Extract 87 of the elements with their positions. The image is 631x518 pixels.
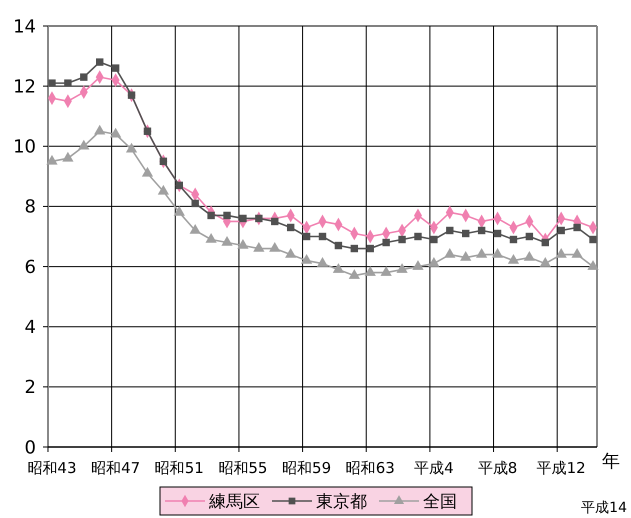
point bbox=[96, 58, 104, 66]
point bbox=[221, 236, 233, 246]
point bbox=[255, 214, 263, 222]
point bbox=[396, 263, 408, 273]
point bbox=[300, 254, 312, 264]
point bbox=[380, 266, 392, 276]
point bbox=[271, 218, 278, 226]
point bbox=[412, 260, 424, 270]
point bbox=[207, 212, 215, 220]
legend-label: 東京都 bbox=[316, 492, 367, 512]
point bbox=[48, 79, 56, 87]
point bbox=[94, 124, 106, 135]
point bbox=[460, 251, 472, 261]
text: 平成14 bbox=[581, 500, 628, 516]
x-tick-label: 昭和43 bbox=[27, 459, 77, 477]
point bbox=[112, 64, 120, 72]
point bbox=[334, 242, 342, 250]
point bbox=[526, 232, 534, 240]
point bbox=[285, 248, 296, 258]
point bbox=[158, 184, 170, 195]
x-tick-label: 平成8 bbox=[478, 459, 518, 477]
point bbox=[366, 244, 374, 252]
point bbox=[110, 128, 122, 138]
point bbox=[144, 128, 152, 135]
x-tick-label: 平成12 bbox=[536, 459, 586, 477]
y-tick-label: 12 bbox=[13, 76, 36, 98]
point bbox=[430, 236, 438, 244]
legend-label: 全国 bbox=[423, 492, 457, 512]
point bbox=[142, 166, 154, 177]
point bbox=[332, 263, 344, 273]
point bbox=[492, 248, 504, 258]
point bbox=[191, 200, 199, 208]
x-tick-label: 平成4 bbox=[414, 459, 454, 477]
legend-label: 練馬区 bbox=[208, 492, 260, 512]
point bbox=[428, 257, 440, 267]
point bbox=[444, 248, 456, 258]
point bbox=[540, 257, 551, 267]
x-tick-label: 昭和51 bbox=[154, 459, 204, 477]
point bbox=[557, 226, 565, 234]
point bbox=[253, 242, 264, 252]
y-tick-label: 0 bbox=[24, 437, 36, 458]
point bbox=[62, 152, 74, 162]
y-tick-label: 4 bbox=[24, 317, 36, 338]
point bbox=[348, 269, 360, 279]
point bbox=[398, 236, 406, 244]
point bbox=[126, 142, 138, 153]
point bbox=[316, 257, 328, 267]
y-tick-label: 10 bbox=[13, 136, 36, 158]
point bbox=[494, 230, 502, 238]
y-tick-label: 14 bbox=[13, 16, 36, 38]
y-tick-label: 2 bbox=[24, 377, 36, 398]
point bbox=[46, 154, 58, 165]
x-tick-label: 昭和63 bbox=[346, 459, 395, 477]
point bbox=[524, 251, 536, 261]
point bbox=[80, 73, 88, 81]
point bbox=[478, 226, 486, 234]
point bbox=[350, 244, 358, 252]
point bbox=[190, 224, 201, 234]
point bbox=[556, 248, 567, 258]
point bbox=[239, 214, 247, 222]
point bbox=[462, 230, 470, 238]
point bbox=[237, 239, 249, 249]
point bbox=[128, 91, 136, 99]
point bbox=[302, 232, 310, 240]
point bbox=[573, 224, 581, 232]
point bbox=[78, 140, 90, 150]
x-axis-title: 年 bbox=[602, 451, 620, 472]
x-tick-label: 昭和47 bbox=[91, 459, 140, 477]
point bbox=[587, 260, 599, 270]
point bbox=[286, 224, 294, 232]
y-tick-label: 6 bbox=[24, 256, 36, 278]
point bbox=[446, 226, 454, 234]
point bbox=[223, 212, 231, 220]
point bbox=[476, 248, 488, 258]
point bbox=[542, 238, 549, 246]
point bbox=[174, 206, 185, 216]
point bbox=[508, 254, 520, 264]
point bbox=[205, 233, 217, 243]
point bbox=[364, 266, 376, 276]
point bbox=[64, 79, 72, 87]
x-tick-label: 昭和55 bbox=[218, 459, 268, 477]
point bbox=[269, 242, 280, 252]
point bbox=[382, 238, 390, 246]
point bbox=[571, 248, 583, 258]
y-tick-label: 8 bbox=[24, 196, 36, 218]
x-tick-label: 昭和59 bbox=[282, 459, 332, 477]
point bbox=[510, 236, 518, 244]
